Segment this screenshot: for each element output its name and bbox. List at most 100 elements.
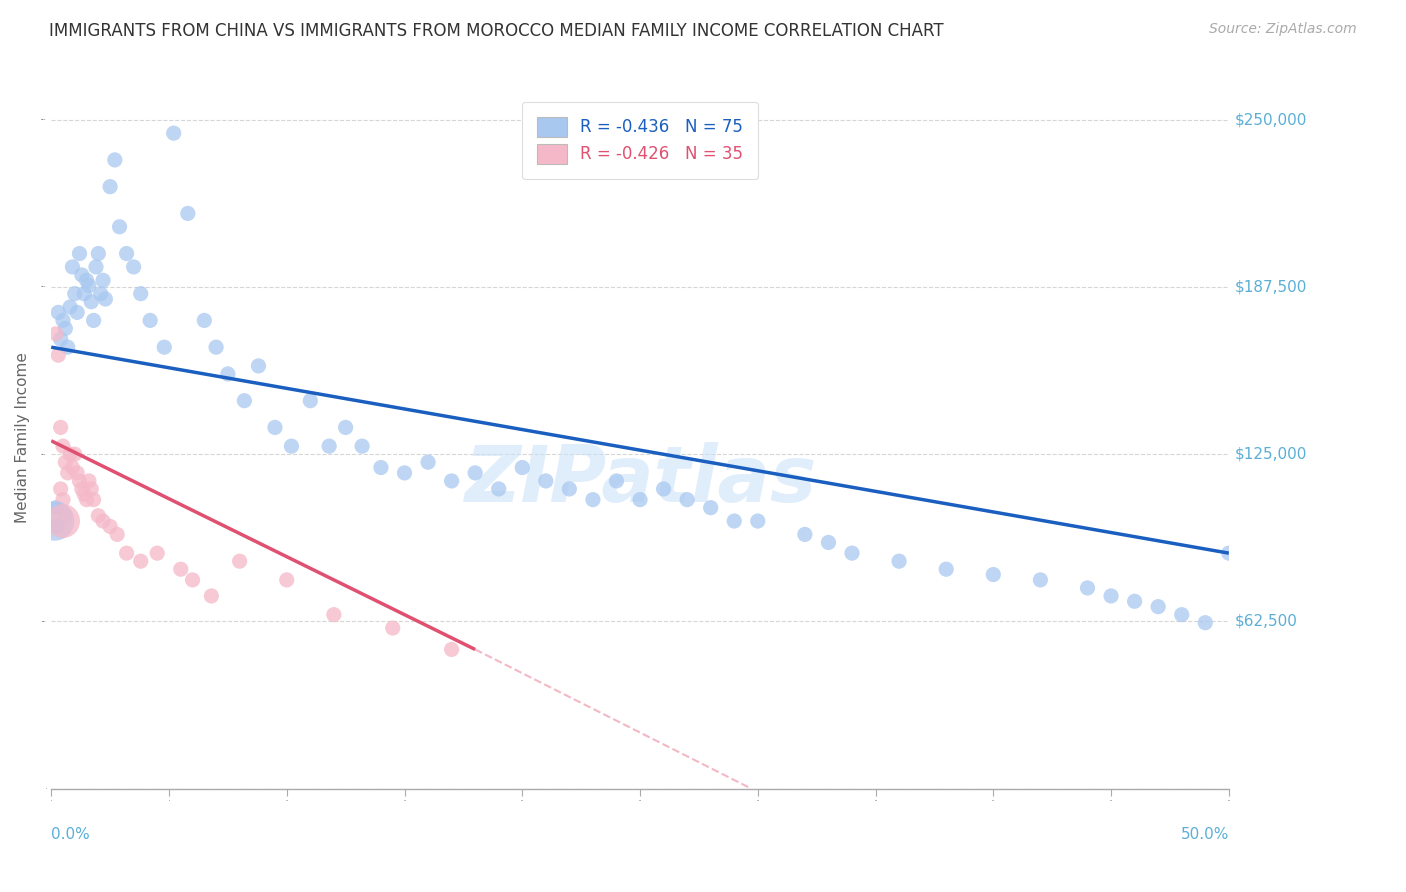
- Point: [91, 514, 114, 528]
- Point: [935, 562, 957, 576]
- Text: ZIPatlas: ZIPatlas: [464, 442, 815, 517]
- Point: [534, 474, 557, 488]
- Point: [122, 260, 145, 274]
- Point: [488, 482, 510, 496]
- Point: [66, 466, 89, 480]
- Point: [440, 642, 463, 657]
- Point: [46, 305, 69, 319]
- Point: [228, 554, 250, 568]
- Point: [299, 393, 322, 408]
- Point: [1123, 594, 1146, 608]
- Point: [817, 535, 839, 549]
- Text: $250,000: $250,000: [1234, 112, 1308, 128]
- Text: $125,000: $125,000: [1234, 447, 1308, 462]
- Point: [146, 546, 169, 560]
- Text: 50.0%: 50.0%: [1181, 827, 1229, 842]
- Point: [352, 439, 374, 453]
- Point: [69, 474, 91, 488]
- Point: [193, 313, 215, 327]
- Point: [200, 589, 222, 603]
- Point: [108, 219, 131, 234]
- Point: [1147, 599, 1170, 614]
- Point: [94, 292, 117, 306]
- Point: [205, 340, 228, 354]
- Point: [59, 447, 82, 461]
- Text: $62,500: $62,500: [1234, 614, 1298, 629]
- Point: [69, 246, 91, 260]
- Point: [153, 340, 176, 354]
- Point: [464, 466, 486, 480]
- Point: [170, 562, 193, 576]
- Point: [129, 286, 152, 301]
- Point: [62, 260, 84, 274]
- Point: [76, 273, 98, 287]
- Point: [605, 474, 627, 488]
- Text: IMMIGRANTS FROM CHINA VS IMMIGRANTS FROM MOROCCO MEDIAN FAMILY INCOME CORRELATIO: IMMIGRANTS FROM CHINA VS IMMIGRANTS FROM…: [49, 22, 943, 40]
- Point: [628, 492, 651, 507]
- Point: [1099, 589, 1122, 603]
- Point: [115, 246, 138, 260]
- Point: [558, 482, 581, 496]
- Point: [582, 492, 605, 507]
- Point: [318, 439, 340, 453]
- Point: [139, 313, 162, 327]
- Point: [1194, 615, 1216, 630]
- Point: [63, 447, 86, 461]
- Point: [699, 500, 721, 515]
- Point: [181, 573, 204, 587]
- Text: Source: ZipAtlas.com: Source: ZipAtlas.com: [1209, 22, 1357, 37]
- Point: [280, 439, 302, 453]
- Point: [53, 321, 76, 335]
- Y-axis label: Median Family Income: Median Family Income: [15, 352, 30, 523]
- Point: [163, 126, 186, 140]
- Point: [394, 466, 416, 480]
- Text: $187,500: $187,500: [1234, 279, 1308, 294]
- Point: [59, 300, 82, 314]
- Point: [49, 332, 72, 346]
- Point: [77, 278, 100, 293]
- Point: [91, 273, 114, 287]
- Point: [115, 546, 138, 560]
- Point: [73, 286, 96, 301]
- Point: [723, 514, 745, 528]
- Point: [841, 546, 863, 560]
- Point: [177, 206, 200, 220]
- Point: [87, 246, 110, 260]
- Point: [233, 393, 256, 408]
- Point: [1170, 607, 1192, 622]
- Point: [76, 492, 98, 507]
- Point: [56, 340, 79, 354]
- Point: [335, 420, 357, 434]
- Point: [87, 508, 110, 523]
- Point: [440, 474, 463, 488]
- Point: [56, 466, 79, 480]
- Point: [105, 527, 128, 541]
- Point: [62, 460, 84, 475]
- Point: [887, 554, 910, 568]
- Point: [247, 359, 270, 373]
- Point: [510, 460, 533, 475]
- Point: [652, 482, 675, 496]
- Point: [52, 514, 75, 528]
- Point: [52, 439, 75, 453]
- Point: [416, 455, 439, 469]
- Point: [676, 492, 699, 507]
- Point: [1218, 546, 1240, 560]
- Point: [80, 294, 103, 309]
- Point: [264, 420, 287, 434]
- Point: [53, 508, 76, 523]
- Point: [49, 420, 72, 434]
- Point: [46, 519, 69, 533]
- Point: [49, 482, 72, 496]
- Point: [70, 482, 93, 496]
- Point: [45, 500, 67, 515]
- Point: [129, 554, 152, 568]
- Point: [322, 607, 344, 622]
- Point: [217, 367, 239, 381]
- Point: [104, 153, 127, 167]
- Point: [63, 286, 86, 301]
- Point: [52, 313, 75, 327]
- Point: [747, 514, 769, 528]
- Point: [77, 474, 100, 488]
- Point: [44, 514, 66, 528]
